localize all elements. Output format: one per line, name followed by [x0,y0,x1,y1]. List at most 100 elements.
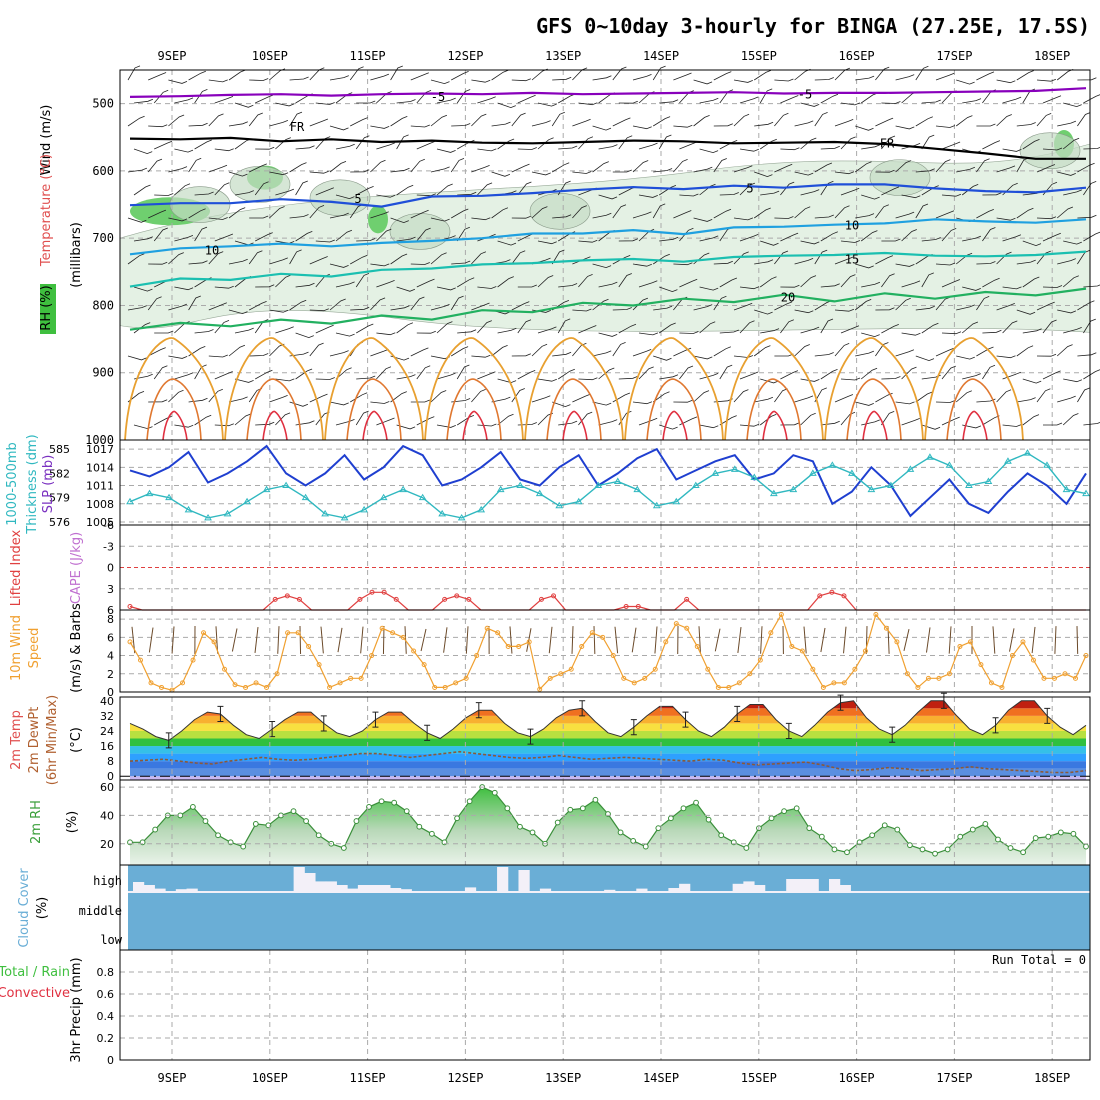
wind-barb [699,424,719,429]
wind-speed-point [442,684,448,690]
cloud-bg [128,865,1090,950]
wind-barb [659,286,678,293]
wind-speed-point [799,648,805,654]
wind-barb [592,125,612,131]
wind-barb [471,389,486,403]
wind-barb [436,183,453,196]
wind-barb [511,301,530,311]
wind-barb [1016,345,1034,357]
wind-barb [275,326,294,334]
dewpoint-line [129,750,1087,774]
wind-barb [976,158,990,173]
wind-barb [517,319,532,334]
wind-barb [517,94,536,104]
thickness-point [808,469,817,476]
wind-barb [249,353,269,357]
wind-barb [315,239,335,243]
rh-tick-label: 60 [100,781,114,794]
wind-barb [935,262,956,266]
wind-barb [355,410,369,426]
wind-speed-point [768,630,774,636]
wind-barb [840,411,856,426]
contour-label: 5 [354,192,361,206]
wind-barb [133,322,151,334]
wind-barb [356,375,376,380]
temp-tick-label: 16 [100,740,114,753]
temp-minmax-bar [734,705,741,723]
temp-line [129,700,1087,741]
wind-barb [658,322,676,334]
wind-speed-point [841,680,847,686]
wind-barb [820,283,840,288]
wind-barb [497,102,516,109]
wind-barb [194,226,208,242]
slp-tick-label: 1011 [86,480,114,493]
li-point [393,596,399,602]
wind-barb [679,331,699,334]
wind-barb [693,115,710,127]
wind-speed-point [862,648,868,654]
wind-barb [315,102,335,105]
wind-barb [456,226,470,242]
wind-barb [335,229,353,242]
wind-barb [638,332,659,336]
wind-barb [456,364,470,380]
rh-point [1007,845,1014,851]
wind-barb [814,162,833,173]
wind-barb [208,388,223,403]
wind-barb [1083,421,1100,426]
wind-barb [396,99,416,104]
wind-barb [820,318,834,334]
wind-barb [915,391,933,403]
wind-barb [659,236,679,242]
wind-barb [881,376,901,380]
wind-barb [396,134,409,150]
wind-barb [147,296,162,311]
thickness-point [145,489,154,497]
wind-barb [228,171,248,177]
wind-barb [638,142,658,150]
wind-barb [780,181,795,196]
wind-barb [471,113,487,127]
wind-barb [780,147,800,151]
wind-barb [329,350,349,357]
isotherm-plus20 [129,287,1087,331]
li-point [538,596,544,602]
cloud-level-label: low [100,933,122,947]
thickness-point [652,501,661,509]
wind-barb [477,182,493,196]
wind-barb [572,342,587,357]
wind-barb [1022,240,1042,247]
temp-band [130,768,1086,777]
wind-barb [214,182,230,196]
wind-barb [255,421,275,426]
wind-barb [962,286,981,291]
wind-barb [693,355,713,360]
li-point [127,603,133,609]
wind-barb [1016,397,1036,403]
wind-barb [558,283,578,288]
wind-barb [941,228,957,242]
wind-barb [780,319,794,334]
rh-legend-swatch [40,284,56,334]
surface-wind-barb [171,626,175,654]
wind-speed-point [390,630,396,636]
wind-barb [739,234,759,242]
wind-barb [598,367,615,380]
isotherm-plus35 [962,410,988,441]
wind-barb [814,214,834,219]
wind-barb [592,212,612,219]
wind-barb [1042,370,1061,380]
wind-barb [961,184,979,196]
wind-barb [127,355,147,361]
wind-barb [295,231,313,242]
wind-barb [430,166,450,173]
wind-barb [430,390,447,403]
wind-barb [638,280,658,288]
rh-point [592,796,599,803]
wind-barb [188,157,202,173]
temp-minmax-bar [475,702,482,719]
wind-barb [329,401,349,406]
rh-point [667,815,674,822]
wind-barb [719,415,737,426]
